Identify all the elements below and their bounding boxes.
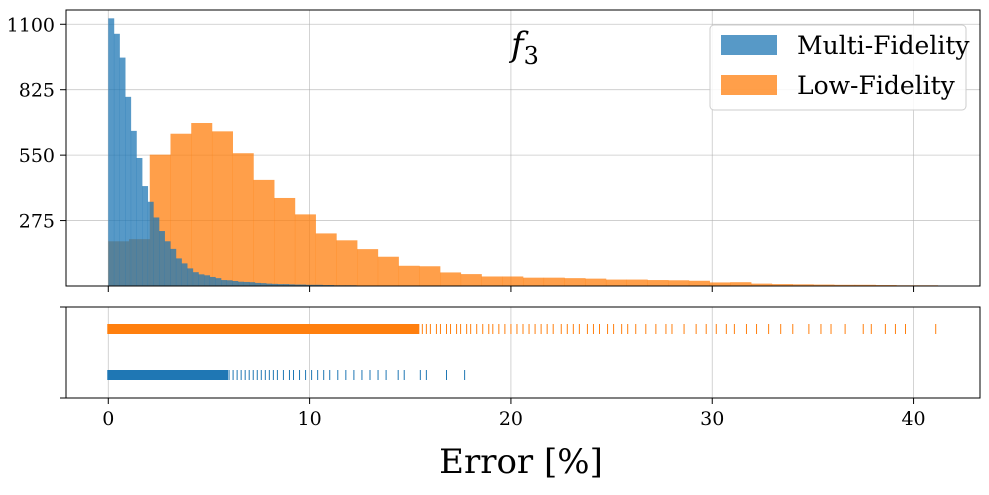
low-fidelity-bar-21 bbox=[544, 278, 565, 286]
rug-gridlines bbox=[60, 307, 914, 398]
multi-fidelity-bar-11 bbox=[170, 249, 176, 286]
histogram-ytick-label-3: 1100 bbox=[7, 14, 55, 36]
legend: Multi-Fidelity Low-Fidelity bbox=[710, 25, 970, 110]
multi-fidelity-bar-15 bbox=[193, 272, 199, 286]
low-fidelity-bar-4 bbox=[191, 123, 212, 286]
multi-fidelity-bar-4 bbox=[131, 131, 137, 286]
multi-fidelity-bar-1 bbox=[114, 34, 120, 286]
multi-fidelity-bar-5 bbox=[136, 158, 142, 286]
multi-fidelity-bar-14 bbox=[187, 268, 193, 286]
low-fidelity-bar-20 bbox=[523, 278, 544, 286]
low-fidelity-bar-7 bbox=[253, 180, 274, 286]
multi-fidelity-bar-16 bbox=[198, 274, 204, 286]
multi-fidelity-bar-0 bbox=[108, 18, 114, 286]
x-axis-label: Error [%] bbox=[439, 442, 603, 482]
histogram-y-ticks: 275 550 825 1100 bbox=[7, 14, 66, 232]
low-fidelity-bar-19 bbox=[502, 276, 523, 286]
legend-label-low-fidelity: Low-Fidelity bbox=[797, 71, 956, 100]
low-fidelity-bar-12 bbox=[357, 249, 378, 286]
multi-fidelity-rug-dense-0 bbox=[107, 370, 228, 380]
multi-fidelity-bar-17 bbox=[204, 275, 210, 286]
low-fidelity-bar-30 bbox=[730, 282, 751, 286]
low-fidelity-bar-28 bbox=[689, 281, 710, 286]
x-tick-label-2: 20 bbox=[499, 408, 523, 430]
rug-plot-frame bbox=[66, 307, 980, 398]
legend-swatch-low-fidelity bbox=[721, 75, 777, 95]
legend-label-multi-fidelity: Multi-Fidelity bbox=[797, 31, 970, 60]
multi-fidelity-bar-25 bbox=[249, 282, 255, 286]
low-fidelity-rug bbox=[107, 324, 935, 334]
low-fidelity-bar-18 bbox=[482, 276, 503, 286]
low-fidelity-bar-6 bbox=[233, 153, 254, 286]
x-tick-label-3: 30 bbox=[700, 408, 724, 430]
multi-fidelity-rug bbox=[107, 370, 464, 380]
low-fidelity-bar-14 bbox=[399, 266, 420, 286]
multi-fidelity-bar-2 bbox=[120, 58, 126, 286]
low-fidelity-bar-9 bbox=[295, 214, 316, 286]
low-fidelity-bar-23 bbox=[585, 279, 606, 286]
histogram-x-ticks bbox=[108, 286, 913, 292]
low-fidelity-bar-10 bbox=[316, 233, 337, 286]
multi-fidelity-bar-7 bbox=[148, 202, 154, 286]
multi-fidelity-bar-9 bbox=[159, 231, 165, 286]
low-fidelity-bar-11 bbox=[336, 240, 357, 286]
low-fidelity-bar-27 bbox=[668, 280, 689, 286]
function-annotation: f3 bbox=[508, 25, 539, 70]
low-fidelity-bar-8 bbox=[274, 198, 295, 286]
multi-fidelity-bar-10 bbox=[165, 241, 171, 286]
low-fidelity-bar-25 bbox=[627, 280, 648, 286]
histogram-ytick-label-2: 825 bbox=[19, 80, 55, 102]
multi-fidelity-bar-18 bbox=[210, 277, 216, 286]
low-fidelity-bar-15 bbox=[419, 266, 440, 286]
low-fidelity-bar-5 bbox=[212, 131, 233, 286]
rug-x-ticks: 0 10 20 30 40 bbox=[102, 398, 925, 430]
multi-fidelity-bar-22 bbox=[232, 281, 238, 286]
low-fidelity-bar-17 bbox=[461, 274, 482, 286]
x-tick-label-4: 40 bbox=[901, 408, 925, 430]
multi-fidelity-bar-6 bbox=[142, 186, 148, 286]
low-fidelity-bar-16 bbox=[440, 272, 461, 286]
multi-fidelity-bar-3 bbox=[125, 97, 131, 286]
low-fidelity-rug-dense-0 bbox=[107, 324, 419, 334]
multi-fidelity-bar-12 bbox=[176, 258, 182, 286]
function-annotation-subscript: 3 bbox=[524, 42, 539, 70]
low-fidelity-bar-24 bbox=[606, 280, 627, 286]
legend-swatch-multi-fidelity bbox=[721, 35, 777, 55]
multi-fidelity-bar-13 bbox=[182, 263, 188, 286]
x-tick-label-1: 10 bbox=[298, 408, 322, 430]
multi-fidelity-bar-20 bbox=[221, 280, 227, 286]
histogram-ytick-label-1: 550 bbox=[19, 145, 55, 167]
multi-fidelity-bar-21 bbox=[227, 280, 233, 286]
histogram-ytick-label-0: 275 bbox=[19, 211, 55, 233]
multi-fidelity-bar-23 bbox=[238, 282, 244, 286]
multi-fidelity-bar-8 bbox=[153, 217, 159, 286]
low-fidelity-bar-22 bbox=[564, 278, 585, 286]
low-fidelity-bar-29 bbox=[710, 282, 731, 286]
low-fidelity-histogram bbox=[108, 123, 938, 286]
low-fidelity-bar-13 bbox=[378, 257, 399, 286]
low-fidelity-bar-26 bbox=[647, 280, 668, 286]
multi-fidelity-bar-24 bbox=[244, 282, 250, 286]
multi-fidelity-bar-19 bbox=[215, 278, 221, 286]
x-tick-label-0: 0 bbox=[102, 408, 114, 430]
